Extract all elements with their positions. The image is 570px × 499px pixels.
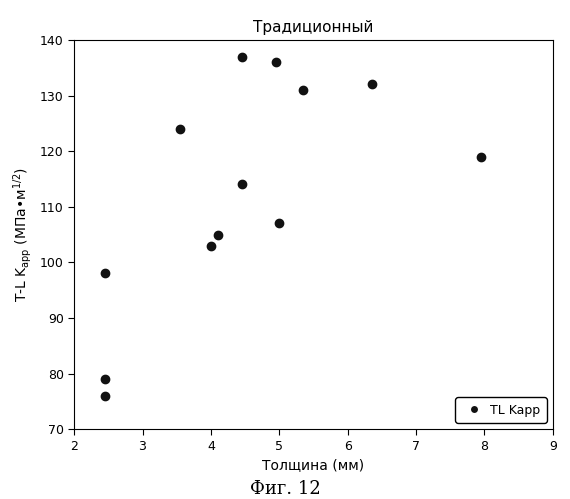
Point: [367, 80, 376, 88]
Point: [237, 181, 246, 189]
Point: [477, 153, 486, 161]
Point: [271, 58, 280, 66]
Point: [213, 231, 222, 239]
Text: Фиг. 12: Фиг. 12: [250, 480, 320, 498]
Title: Традиционный: Традиционный: [253, 19, 374, 34]
Point: [100, 375, 109, 383]
Point: [100, 269, 109, 277]
Point: [237, 52, 246, 60]
Y-axis label: T-L K$_{\mathrm{app}}$ (МПа•м$^{1/2}$): T-L K$_{\mathrm{app}}$ (МПа•м$^{1/2}$): [11, 167, 34, 302]
X-axis label: Толщина (мм): Толщина (мм): [262, 458, 365, 472]
Point: [299, 86, 308, 94]
Point: [176, 125, 185, 133]
Legend: TL Kapp: TL Kapp: [455, 397, 547, 423]
Point: [275, 220, 284, 228]
Point: [206, 242, 215, 250]
Point: [100, 392, 109, 400]
